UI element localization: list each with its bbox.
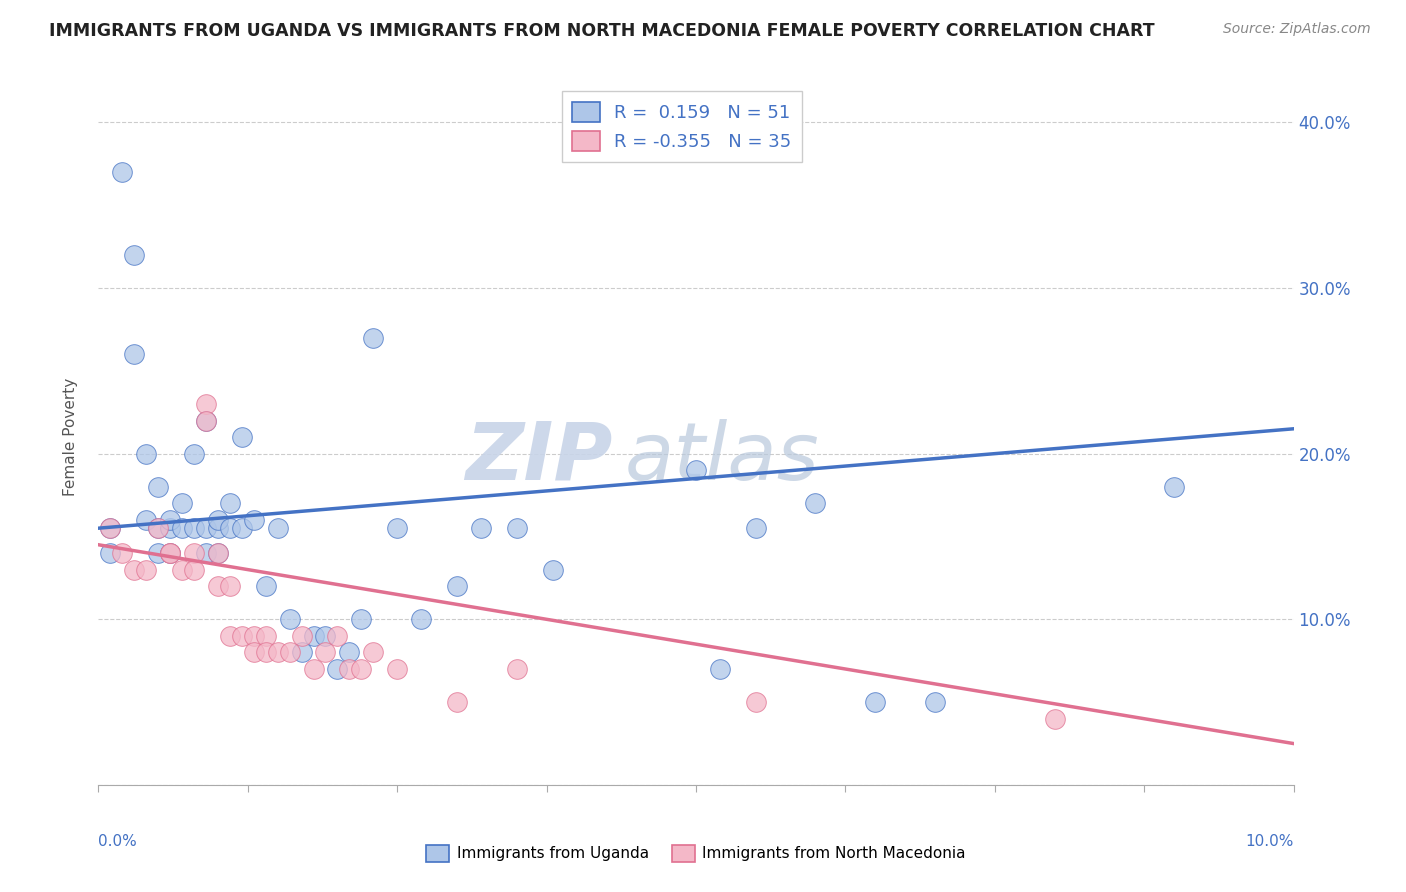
Point	[278, 612, 301, 626]
Point	[315, 629, 337, 643]
Point	[339, 662, 361, 676]
Point	[315, 645, 337, 659]
Point	[506, 521, 529, 535]
Point	[231, 430, 253, 444]
Point	[207, 513, 229, 527]
Point	[98, 521, 122, 535]
Point	[745, 695, 768, 709]
Point	[506, 662, 529, 676]
Point	[195, 397, 218, 411]
Point	[172, 521, 194, 535]
Point	[124, 248, 146, 262]
Point	[195, 413, 218, 427]
Point	[219, 629, 242, 643]
Legend: Immigrants from Uganda, Immigrants from North Macedonia: Immigrants from Uganda, Immigrants from …	[420, 838, 972, 868]
Point	[98, 521, 122, 535]
Point	[159, 521, 181, 535]
Point	[159, 546, 181, 560]
Point	[254, 579, 277, 593]
Point	[183, 521, 205, 535]
Point	[148, 521, 170, 535]
Text: IMMIGRANTS FROM UGANDA VS IMMIGRANTS FROM NORTH MACEDONIA FEMALE POVERTY CORRELA: IMMIGRANTS FROM UGANDA VS IMMIGRANTS FRO…	[49, 22, 1154, 40]
Point	[339, 645, 361, 659]
Point	[183, 447, 205, 461]
Point	[135, 447, 157, 461]
Point	[98, 546, 122, 560]
Point	[924, 695, 946, 709]
Text: atlas: atlas	[624, 419, 820, 497]
Point	[111, 165, 134, 179]
Point	[411, 612, 433, 626]
Point	[148, 521, 170, 535]
Point	[111, 546, 134, 560]
Point	[446, 579, 468, 593]
Point	[302, 662, 325, 676]
Point	[124, 563, 146, 577]
Point	[291, 629, 314, 643]
Point	[350, 662, 373, 676]
Point	[243, 629, 266, 643]
Point	[207, 546, 229, 560]
Point	[326, 662, 349, 676]
Point	[278, 645, 301, 659]
Point	[326, 629, 349, 643]
Point	[135, 563, 157, 577]
Point	[865, 695, 887, 709]
Point	[219, 496, 242, 510]
Point	[385, 662, 409, 676]
Point	[207, 546, 229, 560]
Point	[183, 546, 205, 560]
Point	[195, 521, 218, 535]
Point	[159, 546, 181, 560]
Text: Source: ZipAtlas.com: Source: ZipAtlas.com	[1223, 22, 1371, 37]
Point	[291, 645, 314, 659]
Point	[254, 645, 277, 659]
Point	[1163, 480, 1185, 494]
Point	[363, 331, 385, 345]
Point	[135, 513, 157, 527]
Point	[172, 496, 194, 510]
Point	[195, 546, 218, 560]
Point	[207, 521, 229, 535]
Point	[541, 563, 564, 577]
Point	[804, 496, 827, 510]
Point	[302, 629, 325, 643]
Point	[231, 521, 253, 535]
Point	[745, 521, 768, 535]
Point	[172, 563, 194, 577]
Point	[219, 579, 242, 593]
Point	[183, 563, 205, 577]
Point	[159, 546, 181, 560]
Point	[243, 513, 266, 527]
Point	[243, 645, 266, 659]
Point	[385, 521, 409, 535]
Point	[709, 662, 731, 676]
Point	[254, 629, 277, 643]
Point	[219, 521, 242, 535]
Point	[267, 521, 290, 535]
Point	[159, 513, 181, 527]
Point	[685, 463, 707, 477]
Point	[267, 645, 290, 659]
Point	[124, 347, 146, 361]
Text: 0.0%: 0.0%	[98, 834, 138, 848]
Point	[1043, 712, 1066, 726]
Point	[363, 645, 385, 659]
Point	[148, 546, 170, 560]
Point	[350, 612, 373, 626]
Point	[446, 695, 468, 709]
Point	[195, 413, 218, 427]
Text: 10.0%: 10.0%	[1246, 834, 1294, 848]
Y-axis label: Female Poverty: Female Poverty	[63, 378, 77, 496]
Point	[148, 480, 170, 494]
Point	[207, 579, 229, 593]
Point	[470, 521, 492, 535]
Point	[231, 629, 253, 643]
Text: ZIP: ZIP	[465, 419, 613, 497]
